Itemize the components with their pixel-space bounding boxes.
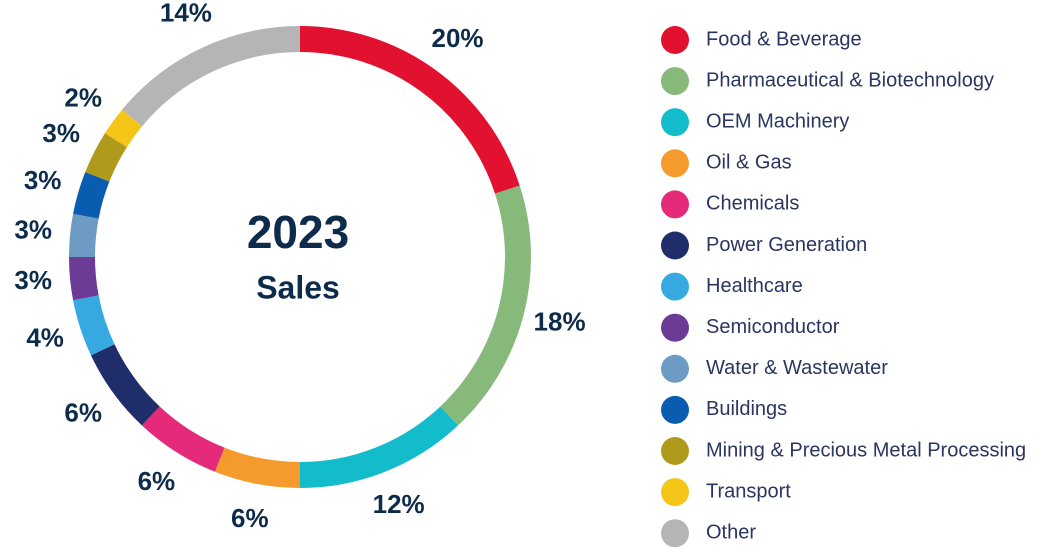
legend-swatch: [661, 26, 689, 54]
legend-swatch: [661, 67, 689, 96]
value-label: 6%: [138, 466, 176, 496]
legend-swatch: [661, 231, 689, 260]
legend-swatch: [661, 190, 689, 219]
donut-segment: [299, 26, 520, 194]
legend-label: Pharmaceutical & Biotechnology: [706, 69, 994, 91]
value-label: 18%: [534, 307, 586, 337]
value-label: 3%: [14, 265, 52, 295]
value-label: 14%: [160, 0, 212, 27]
donut-segment: [440, 185, 531, 426]
legend-label: OEM Machinery: [706, 110, 849, 132]
legend-label: Other: [706, 521, 756, 543]
donut-segment: [69, 213, 99, 258]
donut-segment: [214, 447, 301, 488]
donut-segment: [85, 133, 128, 182]
legend-swatch: [661, 108, 689, 137]
donut-segment: [90, 344, 160, 426]
center-subtitle: Sales: [256, 269, 340, 305]
legend-label: Chemicals: [706, 193, 799, 215]
center-title: 2023: [247, 206, 349, 258]
value-label: 2%: [64, 82, 102, 112]
value-label: 20%: [432, 23, 484, 53]
value-label: 6%: [64, 397, 102, 427]
legend-label: Mining & Precious Metal Processing: [706, 439, 1026, 461]
donut-segment: [299, 406, 459, 488]
donut-segment: [141, 406, 225, 472]
legend-swatch: [661, 437, 689, 465]
legend-swatch: [661, 395, 689, 424]
legend-swatch: [661, 478, 689, 507]
value-label: 3%: [24, 165, 62, 195]
value-label: 6%: [231, 503, 269, 533]
value-label: 3%: [14, 215, 52, 245]
value-label: 4%: [26, 323, 64, 353]
legend-label: Semiconductor: [706, 316, 840, 338]
value-label: 3%: [42, 118, 80, 148]
value-label: 12%: [373, 489, 425, 519]
legend-swatch: [661, 313, 689, 342]
legend-label: Water & Wastewater: [706, 357, 888, 379]
donut-segment: [104, 109, 143, 148]
legend-label: Transport: [706, 480, 791, 502]
legend-swatch: [661, 149, 689, 178]
legend-swatch: [661, 354, 689, 383]
legend-label: Oil & Gas: [706, 152, 792, 174]
donut-segment: [122, 26, 301, 127]
legend-label: Healthcare: [706, 275, 803, 297]
donut-segment: [69, 256, 99, 301]
legend-label: Buildings: [706, 398, 787, 420]
legend-label: Food & Beverage: [706, 28, 862, 50]
legend-swatch: [661, 519, 689, 548]
donut-segment: [73, 171, 110, 219]
donut-segment: [73, 295, 115, 356]
legend-swatch: [661, 272, 689, 301]
legend-label: Power Generation: [706, 234, 867, 256]
